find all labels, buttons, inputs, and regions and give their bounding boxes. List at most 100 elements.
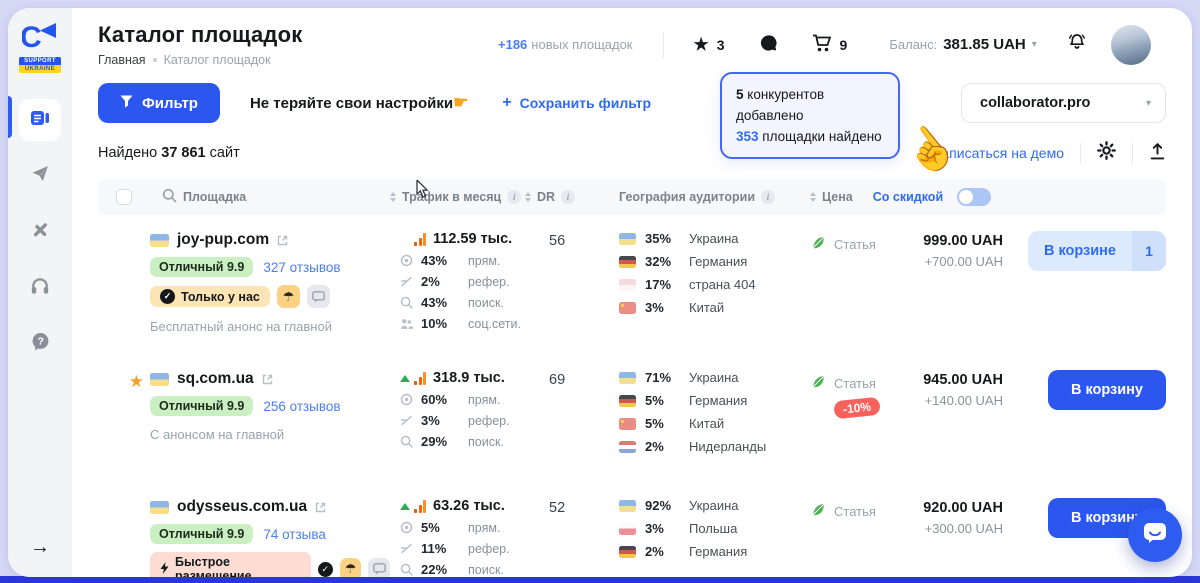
platform-domain-link[interactable]: odysseus.com.ua [177,498,308,515]
reviews-link[interactable]: 327 отзывов [263,259,341,275]
referral-traffic-icon [400,414,416,427]
info-icon[interactable]: i [761,190,776,204]
logo[interactable]: C SUPPORT UKRAINE [19,20,61,73]
sidebar-active-indicator [8,96,12,138]
geo-pct: 92% [645,498,672,513]
platform-note: С анонсом на главной [150,427,285,442]
type-cell: Статья -10% [798,370,898,420]
traffic-label: прям. [468,392,501,407]
comment-icon [368,557,390,577]
chat-widget-icon [1143,522,1167,549]
fast-placement-label: Быстрое размещение [175,555,252,577]
geo-pct: 17% [645,277,672,292]
save-filter-button[interactable]: + Сохранить фильтр [502,94,651,112]
export-icon [1149,142,1166,165]
live-chat-button[interactable] [1128,508,1182,562]
geo-pct: 2% [645,439,664,454]
sort-icon[interactable] [390,192,396,202]
ukraine-flag-icon [150,500,169,514]
main-content: Каталог площадок Главная Каталог площадо… [72,8,1192,577]
info-icon[interactable]: i [507,190,522,204]
search-icon[interactable] [162,188,177,206]
favorites-button[interactable]: ★ 3 [694,36,725,53]
balance-label: Баланс: [889,37,938,52]
ukraine-flag-icon [619,371,636,384]
save-filter-label: Сохранить фильтр [519,95,652,111]
sidebar-item-catalog[interactable] [19,99,61,141]
traffic-label: поиск. [468,434,504,449]
cart-count: 9 [839,36,848,53]
divider [1080,143,1081,163]
sidebar-item-tools[interactable] [19,211,61,253]
table-row: ★ sq.com.ua Отличный 9.9 256 отзывов С а… [98,354,1166,482]
sidebar: C SUPPORT UKRAINE [8,8,72,577]
tools-icon [30,220,50,245]
geo-country: Германия [689,544,748,559]
chat-bubble-icon [759,34,778,56]
sort-icon[interactable] [810,192,816,202]
divider [1132,143,1133,163]
competitors-count: 5 [736,87,744,102]
discount-toggle[interactable] [957,188,992,206]
notifications-button[interactable] [1067,32,1087,57]
exclusive-badge-label: Только у нас [181,289,260,304]
traffic-label: поиск. [468,562,504,577]
sidebar-item-faq[interactable]: ? [19,323,61,365]
favorites-count: 3 [716,36,725,53]
breadcrumb-home[interactable]: Главная [98,53,146,67]
demo-link[interactable]: Записаться на демо [932,145,1064,161]
add-to-cart-button[interactable]: В корзину [1048,370,1166,410]
lightning-icon [160,561,169,577]
support-ukraine-badge: SUPPORT UKRAINE [19,57,61,73]
info-icon[interactable]: i [561,190,576,204]
new-platforms[interactable]: +186 новых площадок [498,37,633,52]
traffic-pct: 29% [421,434,448,449]
geo-pct: 35% [645,231,672,246]
export-button[interactable] [1149,142,1166,165]
breadcrumb-separator [152,58,157,62]
platform-domain-link[interactable]: joy-pup.com [177,231,270,248]
column-dr: DR i [525,190,593,204]
plus-icon: + [502,94,512,111]
filter-button[interactable]: Фильтр [98,83,220,123]
external-link-icon[interactable] [262,374,273,385]
sort-icon[interactable] [525,192,531,202]
price-cell: 999.00 UAH +700.00 UAH [898,231,1003,269]
arrow-right-icon: → [30,536,50,558]
found-label: Найдено [98,145,158,161]
cart-icon [812,34,832,56]
comment-icon [306,285,330,308]
external-link-icon[interactable] [277,235,288,246]
platform-domain-link[interactable]: sq.com.ua [177,370,254,387]
settings-button[interactable] [1097,141,1116,165]
sidebar-item-support[interactable] [19,267,61,309]
in-cart-button[interactable]: В корзине 1 [1027,231,1166,271]
select-all-checkbox[interactable] [116,189,132,205]
favorite-star-icon[interactable]: ★ [128,372,144,391]
messages-button[interactable] [759,34,778,56]
balance-value: 381.85 UAH [943,36,1026,53]
geo-cell: 71% Украина 5% Германия 5% Китай 2% Нидерлан… [593,370,798,462]
new-platforms-label: новых площадок [531,37,633,52]
traffic-pct: 5% [421,520,440,535]
type-cell: Статья [798,231,898,254]
cart-button[interactable]: 9 [812,34,848,56]
type-cell: Статья [798,498,898,521]
traffic-total-value: 112.59 тыс. [433,231,513,247]
traffic-total-value: 318.9 тыс. [433,370,505,386]
column-platform-label: Площадка [183,190,247,204]
popover-line2: 353 площадки найдено [736,126,884,147]
project-select[interactable]: collaborator.pro ▾ [961,83,1166,123]
external-link-icon[interactable] [315,502,326,513]
expand-sidebar-button[interactable]: → [30,536,50,559]
placement-type-label: Статья [834,376,876,391]
gear-icon [1097,141,1116,165]
balance-dropdown[interactable]: Баланс: 381.85 UAH ▾ [889,36,1036,53]
dr-cell: 52 [549,500,566,516]
pointing-right-icon: ☛ [453,93,469,112]
direct-traffic-icon [400,254,416,267]
sidebar-item-telegram[interactable] [19,155,61,197]
reviews-link[interactable]: 74 отзыва [263,526,326,542]
reviews-link[interactable]: 256 отзывов [263,398,341,414]
user-avatar[interactable] [1110,24,1151,65]
